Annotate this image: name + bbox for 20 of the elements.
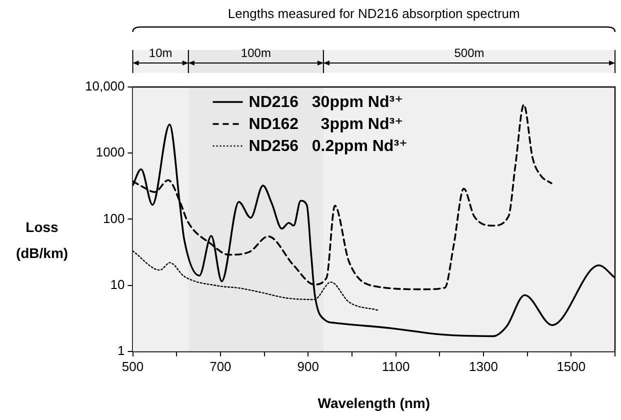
y-tick-label: 100 — [103, 210, 125, 226]
x-tick-label: 700 — [210, 358, 232, 374]
x-tick-label: 1500 — [556, 358, 586, 374]
band-label: 500m — [454, 46, 484, 60]
y-axis-title: Loss (dB/km) — [16, 219, 68, 261]
x-tick-label: 500 — [122, 358, 144, 374]
x-tick-label: 1300 — [469, 358, 498, 374]
y-tick-label: 1000 — [96, 144, 125, 160]
y-tick-label: 1 — [118, 342, 125, 358]
x-axis-title: Wavelength (nm) — [318, 395, 430, 411]
legend-label: ND256 0.2ppm Nd³⁺ — [248, 138, 408, 155]
band-label: 10m — [148, 46, 172, 60]
y-tick-label: 10 — [110, 276, 125, 292]
y-tick-label: 10,000 — [84, 78, 125, 94]
chart-title: Lengths measured for ND216 absorption spectrum — [228, 6, 520, 21]
x-tick-label: 1100 — [382, 358, 410, 374]
legend-label: ND216 30ppm Nd³⁺ — [248, 94, 404, 111]
legend-label: ND162 3ppm Nd³⁺ — [248, 116, 404, 133]
x-tick-label: 900 — [297, 358, 319, 374]
band-label: 100m — [240, 46, 271, 60]
